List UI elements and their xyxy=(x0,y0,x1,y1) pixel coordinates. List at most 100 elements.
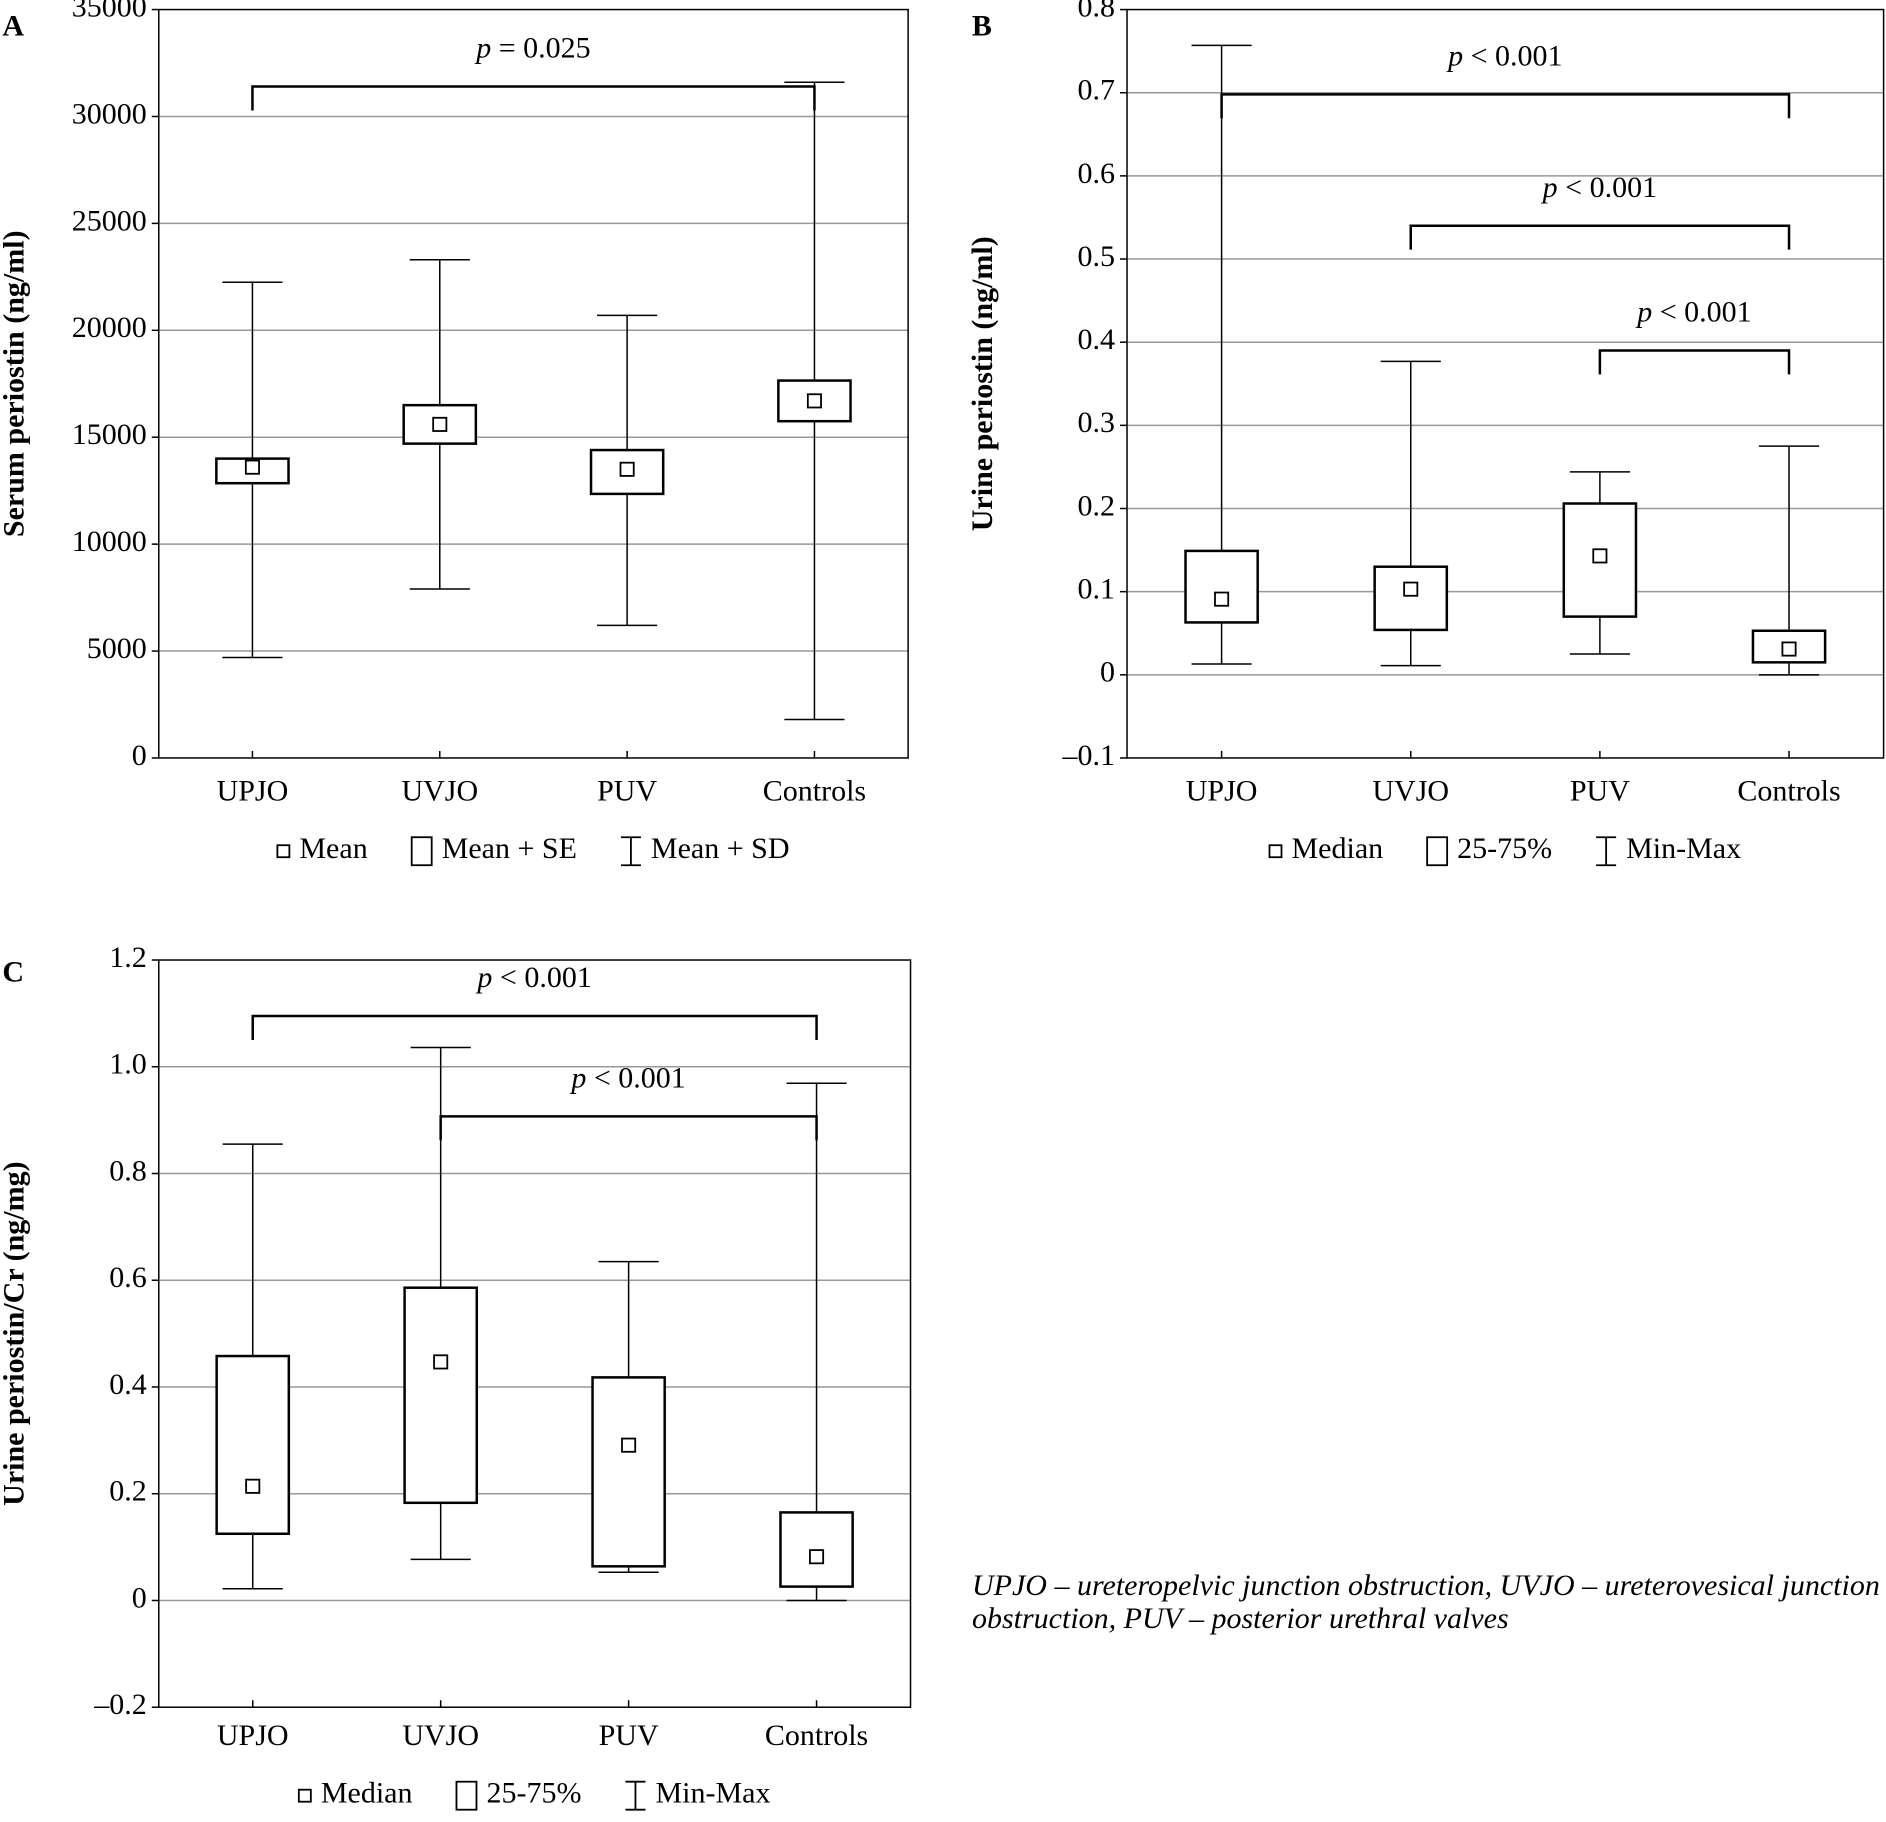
legend: Mean Mean + SE Mean + SD xyxy=(276,832,790,867)
box xyxy=(1373,565,1449,632)
y-tick-label: 0 xyxy=(132,739,147,772)
legend-symbol xyxy=(410,836,433,867)
y-tick-label: 0.8 xyxy=(1078,0,1116,23)
significance-label: p < 0.001 xyxy=(1635,296,1751,329)
y-tick-label: 0.6 xyxy=(1078,157,1116,190)
center-marker xyxy=(1403,581,1419,597)
y-tick-label: 35000 xyxy=(72,0,147,23)
y-tick-label: 0 xyxy=(1100,656,1115,689)
x-tick-label: Controls xyxy=(763,775,866,808)
panel-label: B xyxy=(972,10,992,43)
significance-bracket xyxy=(251,85,816,111)
legend-label: Min-Max xyxy=(655,1777,770,1810)
y-tick-label: 25000 xyxy=(72,204,147,237)
x-tick-label: UPJO xyxy=(217,775,289,808)
plot-frame xyxy=(1126,8,1885,759)
center-marker xyxy=(619,461,635,477)
panel-label: C xyxy=(2,955,24,988)
legend-label: Median xyxy=(1291,832,1383,865)
x-tick-label: PUV xyxy=(599,1719,659,1752)
center-marker xyxy=(244,459,260,475)
significance-bracket xyxy=(251,1014,818,1040)
significance-label: p < 0.001 xyxy=(1446,39,1562,72)
legend-label: Mean xyxy=(299,832,367,865)
significance-bracket xyxy=(1598,349,1791,375)
x-tick-label: Controls xyxy=(1737,775,1840,808)
y-tick-label: –0.2 xyxy=(93,1688,147,1721)
box xyxy=(215,1354,291,1536)
legend-symbol xyxy=(625,1780,646,1811)
x-tick-label: PUV xyxy=(597,775,657,808)
legend-symbol xyxy=(276,844,291,859)
significance-label: p = 0.025 xyxy=(474,32,590,65)
significance-bracket xyxy=(1409,224,1791,250)
y-axis-label: Urine periostin/Cr (ng/mg) xyxy=(0,1161,31,1505)
legend: Median 25-75% Min-Max xyxy=(297,1777,770,1811)
y-tick-label: 0.6 xyxy=(109,1261,147,1294)
y-tick-label: 0.1 xyxy=(1078,573,1116,606)
x-tick-label: UPJO xyxy=(1186,775,1258,808)
x-tick-label: UVJO xyxy=(1372,775,1449,808)
y-axis-label: Serum periostin (ng/ml) xyxy=(0,230,31,537)
significance-label: p < 0.001 xyxy=(1541,171,1657,204)
center-marker xyxy=(809,1549,825,1565)
significance-bracket xyxy=(1220,93,1791,119)
y-tick-label: –0.1 xyxy=(1062,739,1116,772)
y-tick-label: 0.8 xyxy=(109,1154,147,1187)
x-tick-label: UVJO xyxy=(401,775,478,808)
center-marker xyxy=(245,1478,261,1494)
y-tick-label: 1.0 xyxy=(109,1048,147,1081)
center-marker xyxy=(1592,548,1608,564)
center-marker xyxy=(433,1354,449,1370)
center-marker xyxy=(1214,591,1230,607)
footnote: obstruction, PUV – posterior urethral va… xyxy=(972,1602,1509,1635)
center-marker xyxy=(432,416,448,432)
y-tick-label: 30000 xyxy=(72,97,147,130)
plot-frame xyxy=(158,959,912,1708)
legend-symbol xyxy=(1268,844,1283,859)
legend-label: Mean + SE xyxy=(442,832,577,865)
significance-bracket xyxy=(439,1115,818,1141)
significance-label: p < 0.001 xyxy=(569,1061,685,1094)
center-marker xyxy=(621,1437,637,1453)
y-tick-label: 5000 xyxy=(87,632,147,665)
center-marker xyxy=(1781,641,1797,657)
y-tick-label: 0.4 xyxy=(1078,323,1116,356)
legend-label: 25-75% xyxy=(1457,832,1552,865)
y-tick-label: 0.2 xyxy=(109,1475,147,1508)
legend-symbol xyxy=(455,1780,478,1811)
legend-label: Mean + SD xyxy=(651,832,790,865)
legend-symbol xyxy=(620,836,641,867)
box xyxy=(1184,549,1259,624)
significance-label: p < 0.001 xyxy=(475,961,591,994)
footnote: UPJO – ureteropelvic junction obstructio… xyxy=(972,1569,1880,1602)
box xyxy=(403,1286,479,1505)
y-tick-label: 15000 xyxy=(72,418,147,451)
y-tick-label: 0.7 xyxy=(1078,74,1116,107)
x-tick-label: Controls xyxy=(765,1719,868,1752)
legend-symbol xyxy=(297,1788,312,1803)
y-axis-label: Urine periostin (ng/ml) xyxy=(966,236,999,531)
x-tick-label: UVJO xyxy=(402,1719,479,1752)
panel-label: A xyxy=(2,10,24,43)
y-tick-label: 0.2 xyxy=(1078,489,1116,522)
legend: Median 25-75% Min-Max xyxy=(1268,832,1741,867)
legend-label: 25-75% xyxy=(486,1777,581,1810)
legend-symbol xyxy=(1596,836,1617,867)
legend-label: Median xyxy=(321,1777,413,1810)
x-tick-label: UPJO xyxy=(217,1719,289,1752)
center-marker xyxy=(806,393,822,409)
plot-frame xyxy=(158,8,909,759)
legend-symbol xyxy=(1426,836,1449,867)
y-tick-label: 10000 xyxy=(72,525,147,558)
y-tick-label: 0 xyxy=(132,1581,147,1614)
legend-label: Min-Max xyxy=(1626,832,1741,865)
y-tick-label: 20000 xyxy=(72,311,147,344)
box xyxy=(591,1376,666,1568)
x-tick-label: PUV xyxy=(1570,775,1630,808)
y-tick-label: 0.5 xyxy=(1078,240,1116,273)
y-tick-label: 0.3 xyxy=(1078,406,1116,439)
y-tick-label: 0.4 xyxy=(109,1368,147,1401)
y-tick-label: 1.2 xyxy=(109,941,147,974)
